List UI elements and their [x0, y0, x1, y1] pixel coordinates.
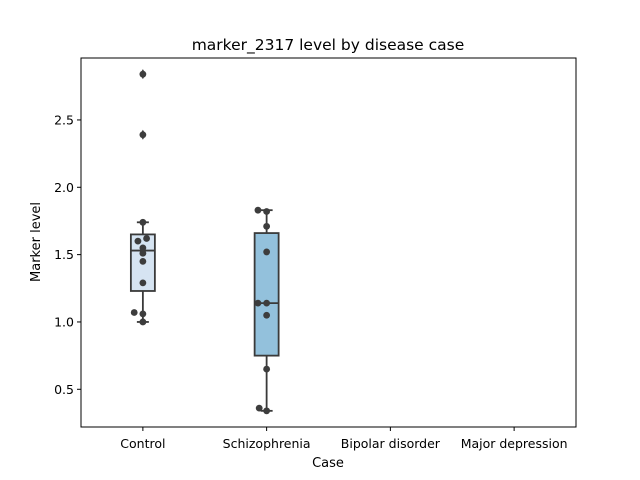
data-point — [139, 244, 147, 252]
x-tick-label: Schizophrenia — [223, 436, 311, 451]
y-tick-label: 1.0 — [54, 314, 74, 329]
data-point — [139, 318, 147, 326]
strip-points — [130, 70, 271, 415]
y-tick-label: 0.5 — [54, 382, 74, 397]
x-axis-title: Case — [312, 456, 344, 471]
box-schizophrenia — [253, 209, 280, 412]
y-tick-label: 1.5 — [54, 247, 74, 262]
data-point — [263, 208, 271, 215]
plot-area-frame — [80, 57, 577, 428]
data-point — [254, 206, 262, 214]
data-point — [255, 404, 263, 412]
data-point — [263, 365, 271, 373]
y-axis: 0.5 1.0 1.5 2.0 2.5 — [54, 112, 81, 397]
data-point — [134, 237, 142, 245]
y-tick-label: 2.5 — [54, 112, 74, 127]
x-axis: Control Schizophrenia Bipolar disorder Majo… — [120, 427, 568, 451]
data-point — [139, 70, 147, 78]
y-axis-title: Marker level — [29, 202, 44, 282]
x-tick-label: Control — [120, 436, 165, 451]
x-tick-label: Bipolar disorder — [341, 436, 441, 451]
data-point — [263, 248, 271, 256]
data-point — [139, 249, 147, 257]
data-point — [143, 235, 150, 242]
data-point — [139, 218, 147, 226]
y-tick-label: 2.0 — [54, 180, 74, 195]
data-point — [139, 257, 147, 265]
data-point — [139, 310, 147, 318]
box-group — [129, 69, 280, 412]
data-point — [263, 311, 271, 319]
data-point — [263, 407, 271, 415]
x-tick-label: Major depression — [461, 436, 568, 451]
data-point — [263, 222, 271, 230]
data-point — [130, 309, 138, 316]
data-point — [263, 299, 271, 307]
data-point — [254, 299, 262, 307]
data-point — [139, 131, 147, 139]
data-point — [139, 279, 147, 287]
chart-title: marker_2317 level by disease case — [192, 36, 465, 55]
